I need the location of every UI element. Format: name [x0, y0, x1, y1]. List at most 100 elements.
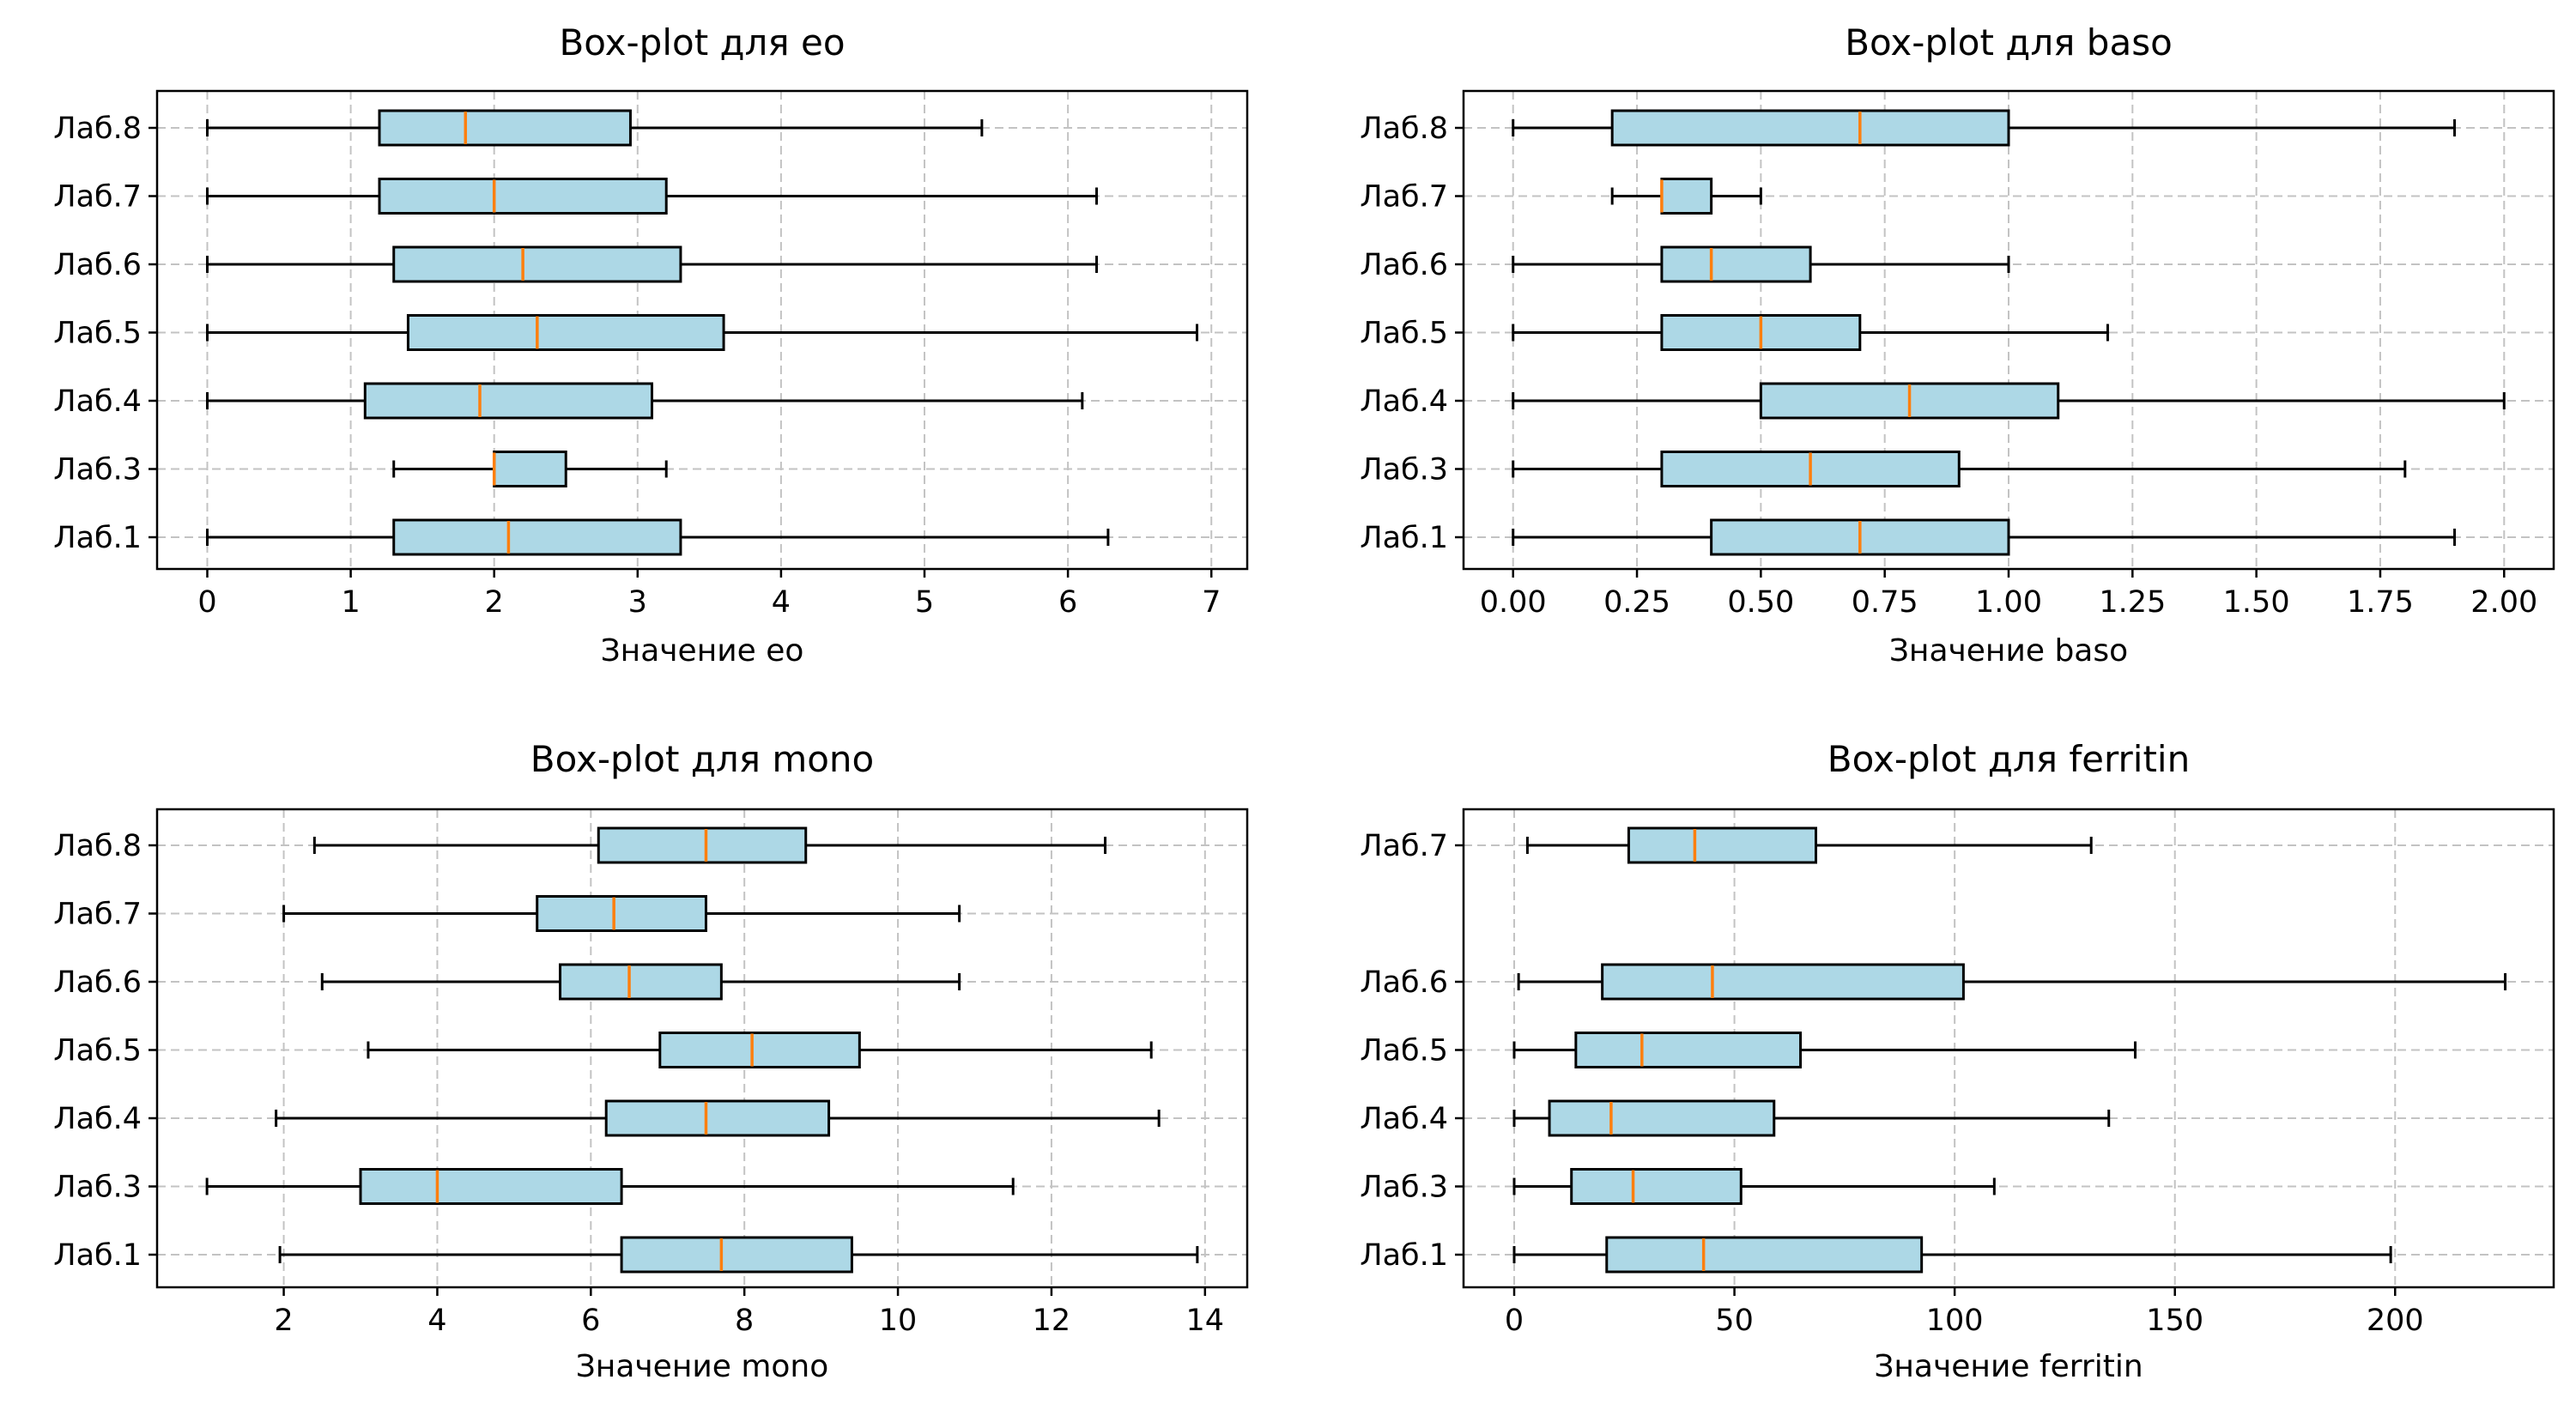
iqr-box — [559, 963, 723, 1001]
iqr-box — [359, 1168, 623, 1205]
iqr-box — [1570, 1168, 1743, 1205]
box-Лаб.5 — [205, 314, 1199, 351]
box-Лаб.6 — [1512, 245, 2010, 283]
iqr-box — [392, 245, 682, 283]
plot-frame — [155, 89, 1249, 571]
y-tick-label: Лаб.8 — [53, 829, 142, 863]
x-tick-label: 100 — [1926, 1304, 1984, 1338]
x-axis-label: Значение eo — [601, 633, 804, 669]
iqr-box — [620, 1236, 853, 1274]
panel-eo: 0 1 2 3 4 5 6 7 Лаб.1 Лаб.3 Лаб.4 Лаб.5 Лаб.6 Лаб.7 Ла… — [53, 21, 1249, 669]
x-tick-label: 0 — [197, 585, 216, 620]
x-tick-label: 1.25 — [2099, 585, 2166, 620]
y-tick-label: Лаб.1 — [1360, 521, 1448, 555]
iqr-box — [1601, 963, 1965, 1001]
box-Лаб.5 — [1512, 1032, 2137, 1068]
box-Лаб.7 — [282, 895, 961, 932]
box-Лаб.5 — [1512, 314, 2109, 351]
box-Лаб.8 — [1512, 109, 2457, 147]
box-Лаб.3 — [205, 1168, 1015, 1205]
x-tick-label: 10 — [879, 1304, 918, 1338]
y-tick-label: Лаб.5 — [53, 1034, 142, 1068]
x-tick-label: 8 — [735, 1304, 754, 1338]
iqr-box — [1660, 178, 1713, 215]
iqr-box — [378, 109, 632, 147]
iqr-box — [1548, 1099, 1776, 1137]
iqr-box — [597, 826, 808, 864]
panel-ferritin: 0 50 100 150 200 Лаб.1 Лаб.3 Лаб.4 Лаб.5 Лаб.6 Лаб… — [1360, 738, 2555, 1384]
panel-baso: 0.00 0.25 0.50 0.75 1.00 1.25 1.50 1.75 2.00 Лаб.… — [1360, 21, 2555, 669]
plot-frame — [1462, 808, 2555, 1289]
iqr-box — [378, 178, 668, 215]
x-tick-label: 7 — [1202, 585, 1221, 620]
y-tick-label: Лаб.5 — [1360, 317, 1448, 351]
box-Лаб.4 — [205, 382, 1084, 420]
iqr-box — [363, 382, 654, 420]
iqr-box — [604, 1099, 831, 1137]
y-tick-label: Лаб.4 — [1360, 384, 1448, 419]
y-tick-label: Лаб.6 — [53, 248, 142, 282]
x-tick-label: 0.50 — [1727, 585, 1794, 620]
x-tick-label: 14 — [1186, 1304, 1225, 1338]
y-tick-label: Лаб.7 — [53, 898, 142, 932]
iqr-box — [658, 1032, 861, 1068]
x-tick-label: 2 — [485, 585, 504, 620]
y-tick-label: Лаб.7 — [53, 180, 142, 215]
box-Лаб.3 — [1512, 1168, 1996, 1205]
x-tick-label: 6 — [581, 1304, 600, 1338]
x-axis-label: Значение mono — [576, 1349, 829, 1384]
x-tick-label: 6 — [1058, 585, 1077, 620]
y-tick-label: Лаб.4 — [53, 384, 142, 419]
box-Лаб.8 — [205, 109, 984, 147]
x-tick-label: 1.75 — [2347, 585, 2414, 620]
chart-title: Box-plot для baso — [1845, 21, 2173, 64]
x-tick-label: 1 — [341, 585, 360, 620]
x-tick-label: 0.00 — [1480, 585, 1547, 620]
panel-mono: 2 4 6 8 10 12 14 Лаб.1 Лаб.3 Лаб.4 Лаб.5 Лаб.6 Лаб.7… — [53, 738, 1249, 1384]
x-tick-label: 0.75 — [1852, 585, 1918, 620]
box-Лаб.1 — [205, 518, 1110, 556]
x-axis-label: Значение baso — [1889, 633, 2128, 669]
iqr-box — [1605, 1236, 1924, 1274]
box-Лаб.6 — [1517, 963, 2507, 1001]
y-tick-label: Лаб.8 — [1360, 112, 1448, 146]
y-tick-label: Лаб.5 — [53, 317, 142, 351]
iqr-box — [493, 451, 567, 487]
box-Лаб.7 — [1525, 826, 2093, 864]
y-tick-label: Лаб.3 — [53, 453, 142, 487]
x-tick-label: 150 — [2146, 1304, 2203, 1338]
x-tick-label: 5 — [915, 585, 934, 620]
x-tick-label: 4 — [772, 585, 791, 620]
x-tick-label: 2.00 — [2470, 585, 2537, 620]
y-tick-label: Лаб.1 — [53, 521, 142, 555]
iqr-box — [536, 895, 707, 932]
y-tick-label: Лаб.8 — [53, 112, 142, 146]
box-Лаб.3 — [1512, 451, 2407, 487]
iqr-box — [392, 518, 682, 556]
box-Лаб.4 — [1512, 1099, 2111, 1137]
x-tick-label: 0 — [1505, 1304, 1524, 1338]
box-Лаб.5 — [367, 1032, 1153, 1068]
y-tick-label: Лаб.5 — [1360, 1034, 1448, 1068]
x-tick-label: 50 — [1715, 1304, 1754, 1338]
chart-title: Box-plot для mono — [530, 738, 875, 780]
chart-title: Box-plot для eo — [559, 21, 845, 64]
box-Лаб.7 — [1610, 178, 1762, 215]
chart-title: Box-plot для ferritin — [1827, 738, 2190, 780]
y-tick-label: Лаб.7 — [1360, 180, 1448, 215]
x-tick-label: 1.50 — [2223, 585, 2290, 620]
x-tick-label: 12 — [1033, 1304, 1071, 1338]
iqr-box — [1610, 109, 2010, 147]
y-tick-label: Лаб.1 — [53, 1238, 142, 1273]
box-Лаб.4 — [275, 1099, 1161, 1137]
y-tick-label: Лаб.6 — [1360, 965, 1448, 1000]
box-Лаб.6 — [205, 245, 1099, 283]
y-tick-label: Лаб.7 — [1360, 829, 1448, 863]
x-tick-label: 0.25 — [1603, 585, 1670, 620]
x-tick-label: 4 — [427, 1304, 446, 1338]
y-tick-label: Лаб.3 — [53, 1171, 142, 1205]
y-tick-label: Лаб.4 — [53, 1102, 142, 1136]
box-Лаб.3 — [392, 451, 668, 487]
y-tick-label: Лаб.6 — [53, 965, 142, 1000]
